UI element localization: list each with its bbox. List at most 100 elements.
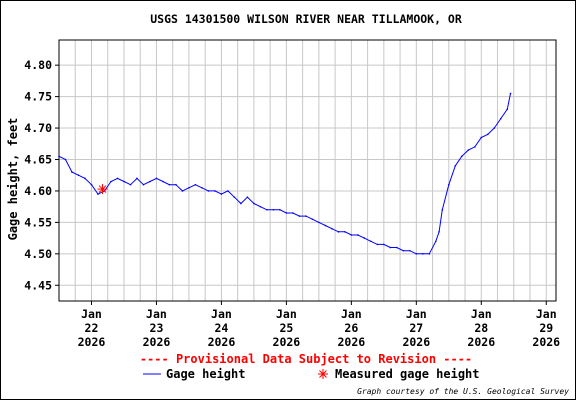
gage-height-point bbox=[136, 177, 138, 180]
gage-height-point bbox=[357, 234, 359, 236]
measured-gage-height-markers bbox=[97, 184, 108, 195]
gage-height-point bbox=[331, 227, 333, 230]
gage-height-point bbox=[506, 108, 509, 110]
gage-height-point bbox=[233, 196, 236, 199]
grid bbox=[58, 40, 556, 301]
gage-height-point bbox=[376, 243, 379, 246]
gage-height-point bbox=[90, 183, 93, 186]
x-tick-label: 25 bbox=[279, 321, 293, 335]
gage-height-point bbox=[142, 183, 145, 186]
gage-height-point bbox=[77, 174, 80, 177]
gage-height-point bbox=[181, 190, 184, 192]
gage-height-point bbox=[435, 240, 437, 243]
x-tick-label: 2026 bbox=[273, 335, 301, 349]
gage-height-point bbox=[318, 221, 320, 224]
gage-height-point bbox=[460, 155, 463, 158]
y-tick-label: 4.80 bbox=[24, 58, 52, 72]
chart-title: USGS 14301500 WILSON RIVER NEAR TILLAMOO… bbox=[150, 12, 462, 26]
x-tick-label: 2026 bbox=[532, 335, 560, 349]
gage-height-point bbox=[415, 253, 418, 255]
legend-measured-swatch bbox=[318, 369, 328, 379]
gage-height-point bbox=[467, 149, 470, 151]
gage-height-point bbox=[227, 190, 229, 192]
gage-height-point bbox=[155, 177, 158, 180]
gage-height-point bbox=[259, 205, 262, 208]
y-tick-label: 4.75 bbox=[24, 90, 52, 104]
y-tick-label: 4.55 bbox=[24, 215, 52, 229]
gage-height-point bbox=[285, 212, 288, 214]
gage-height-point bbox=[448, 183, 450, 186]
gage-height-point bbox=[396, 246, 398, 249]
legend-measured-label: Measured gage height bbox=[335, 367, 480, 381]
x-tick-label: 2026 bbox=[78, 335, 106, 349]
gage-height-point bbox=[207, 190, 210, 192]
x-tick-label: Jan bbox=[341, 307, 362, 321]
gage-height-point bbox=[499, 117, 502, 120]
x-tick-label: Jan bbox=[211, 307, 232, 321]
gage-height-point bbox=[71, 171, 73, 173]
gage-height-point bbox=[344, 231, 346, 233]
gage-height-point bbox=[97, 193, 99, 195]
y-tick-label: 4.70 bbox=[24, 121, 52, 135]
x-tick-label: Jan bbox=[81, 307, 102, 321]
series-gage-height-points bbox=[58, 92, 512, 255]
y-tick-label: 4.45 bbox=[24, 278, 52, 292]
x-tick-label: 29 bbox=[539, 321, 553, 335]
gage-height-point bbox=[337, 231, 340, 233]
gage-height-point bbox=[168, 183, 171, 186]
x-tick-label: Jan bbox=[146, 307, 167, 321]
x-tick-label: Jan bbox=[471, 307, 492, 321]
gage-height-point bbox=[201, 186, 203, 189]
x-tick-label: 22 bbox=[85, 321, 99, 335]
gage-height-point bbox=[402, 249, 405, 252]
gage-height-point bbox=[188, 186, 190, 189]
gage-height-point bbox=[64, 158, 67, 161]
gage-height-point bbox=[363, 237, 366, 239]
gage-height-point bbox=[311, 218, 314, 221]
gage-height-point bbox=[438, 231, 440, 233]
provisional-data-notice: ---- Provisional Data Subject to Revisio… bbox=[140, 352, 472, 366]
gage-height-point bbox=[253, 202, 255, 205]
x-tick-label: 2026 bbox=[402, 335, 430, 349]
y-axis-ticks: 4.45 4.50 4.55 4.60 4.65 4.70 4.75 4.80 bbox=[24, 58, 59, 292]
x-tick-label: 2026 bbox=[338, 335, 366, 349]
measured-gage-height-point bbox=[97, 184, 108, 195]
y-tick-label: 4.65 bbox=[24, 152, 52, 166]
gage-height-point bbox=[409, 249, 411, 252]
legend-gage-height-label: Gage height bbox=[166, 367, 245, 381]
x-tick-label: 23 bbox=[150, 321, 164, 335]
gage-height-point bbox=[116, 177, 119, 180]
gage-height-point bbox=[298, 215, 301, 217]
gage-height-point bbox=[389, 246, 392, 249]
gage-height-point bbox=[266, 209, 268, 211]
x-tick-label: 2026 bbox=[208, 335, 236, 349]
gage-height-point bbox=[422, 253, 424, 255]
usgs-credit: Graph courtesy of the U.S. Geological Su… bbox=[357, 387, 569, 396]
gage-height-point bbox=[486, 133, 489, 136]
gage-height-point bbox=[279, 209, 281, 211]
gage-height-point bbox=[110, 180, 112, 183]
gage-height-point bbox=[149, 180, 151, 183]
gage-height-point bbox=[240, 202, 242, 205]
gage-height-point bbox=[305, 215, 307, 217]
gage-height-point bbox=[428, 253, 431, 255]
x-tick-label: 28 bbox=[474, 321, 488, 335]
gage-height-point bbox=[194, 183, 197, 186]
plot-area bbox=[58, 39, 557, 302]
x-tick-label: Jan bbox=[406, 307, 427, 321]
x-tick-label: Jan bbox=[276, 307, 297, 321]
gage-height-point bbox=[162, 180, 164, 183]
gage-height-point bbox=[509, 92, 512, 95]
x-tick-label: 27 bbox=[409, 321, 423, 335]
x-axis-ticks: Jan222026Jan232026Jan242026Jan252026Jan2… bbox=[78, 301, 560, 349]
gage-height-point bbox=[350, 234, 353, 236]
gage-height-point bbox=[272, 209, 275, 211]
y-axis-label: Gage height, feet bbox=[6, 118, 20, 241]
gage-height-point bbox=[480, 136, 483, 139]
x-tick-label: 24 bbox=[214, 321, 228, 335]
gage-height-point bbox=[58, 155, 60, 158]
gage-height-point bbox=[175, 183, 177, 186]
y-tick-label: 4.60 bbox=[24, 184, 52, 198]
